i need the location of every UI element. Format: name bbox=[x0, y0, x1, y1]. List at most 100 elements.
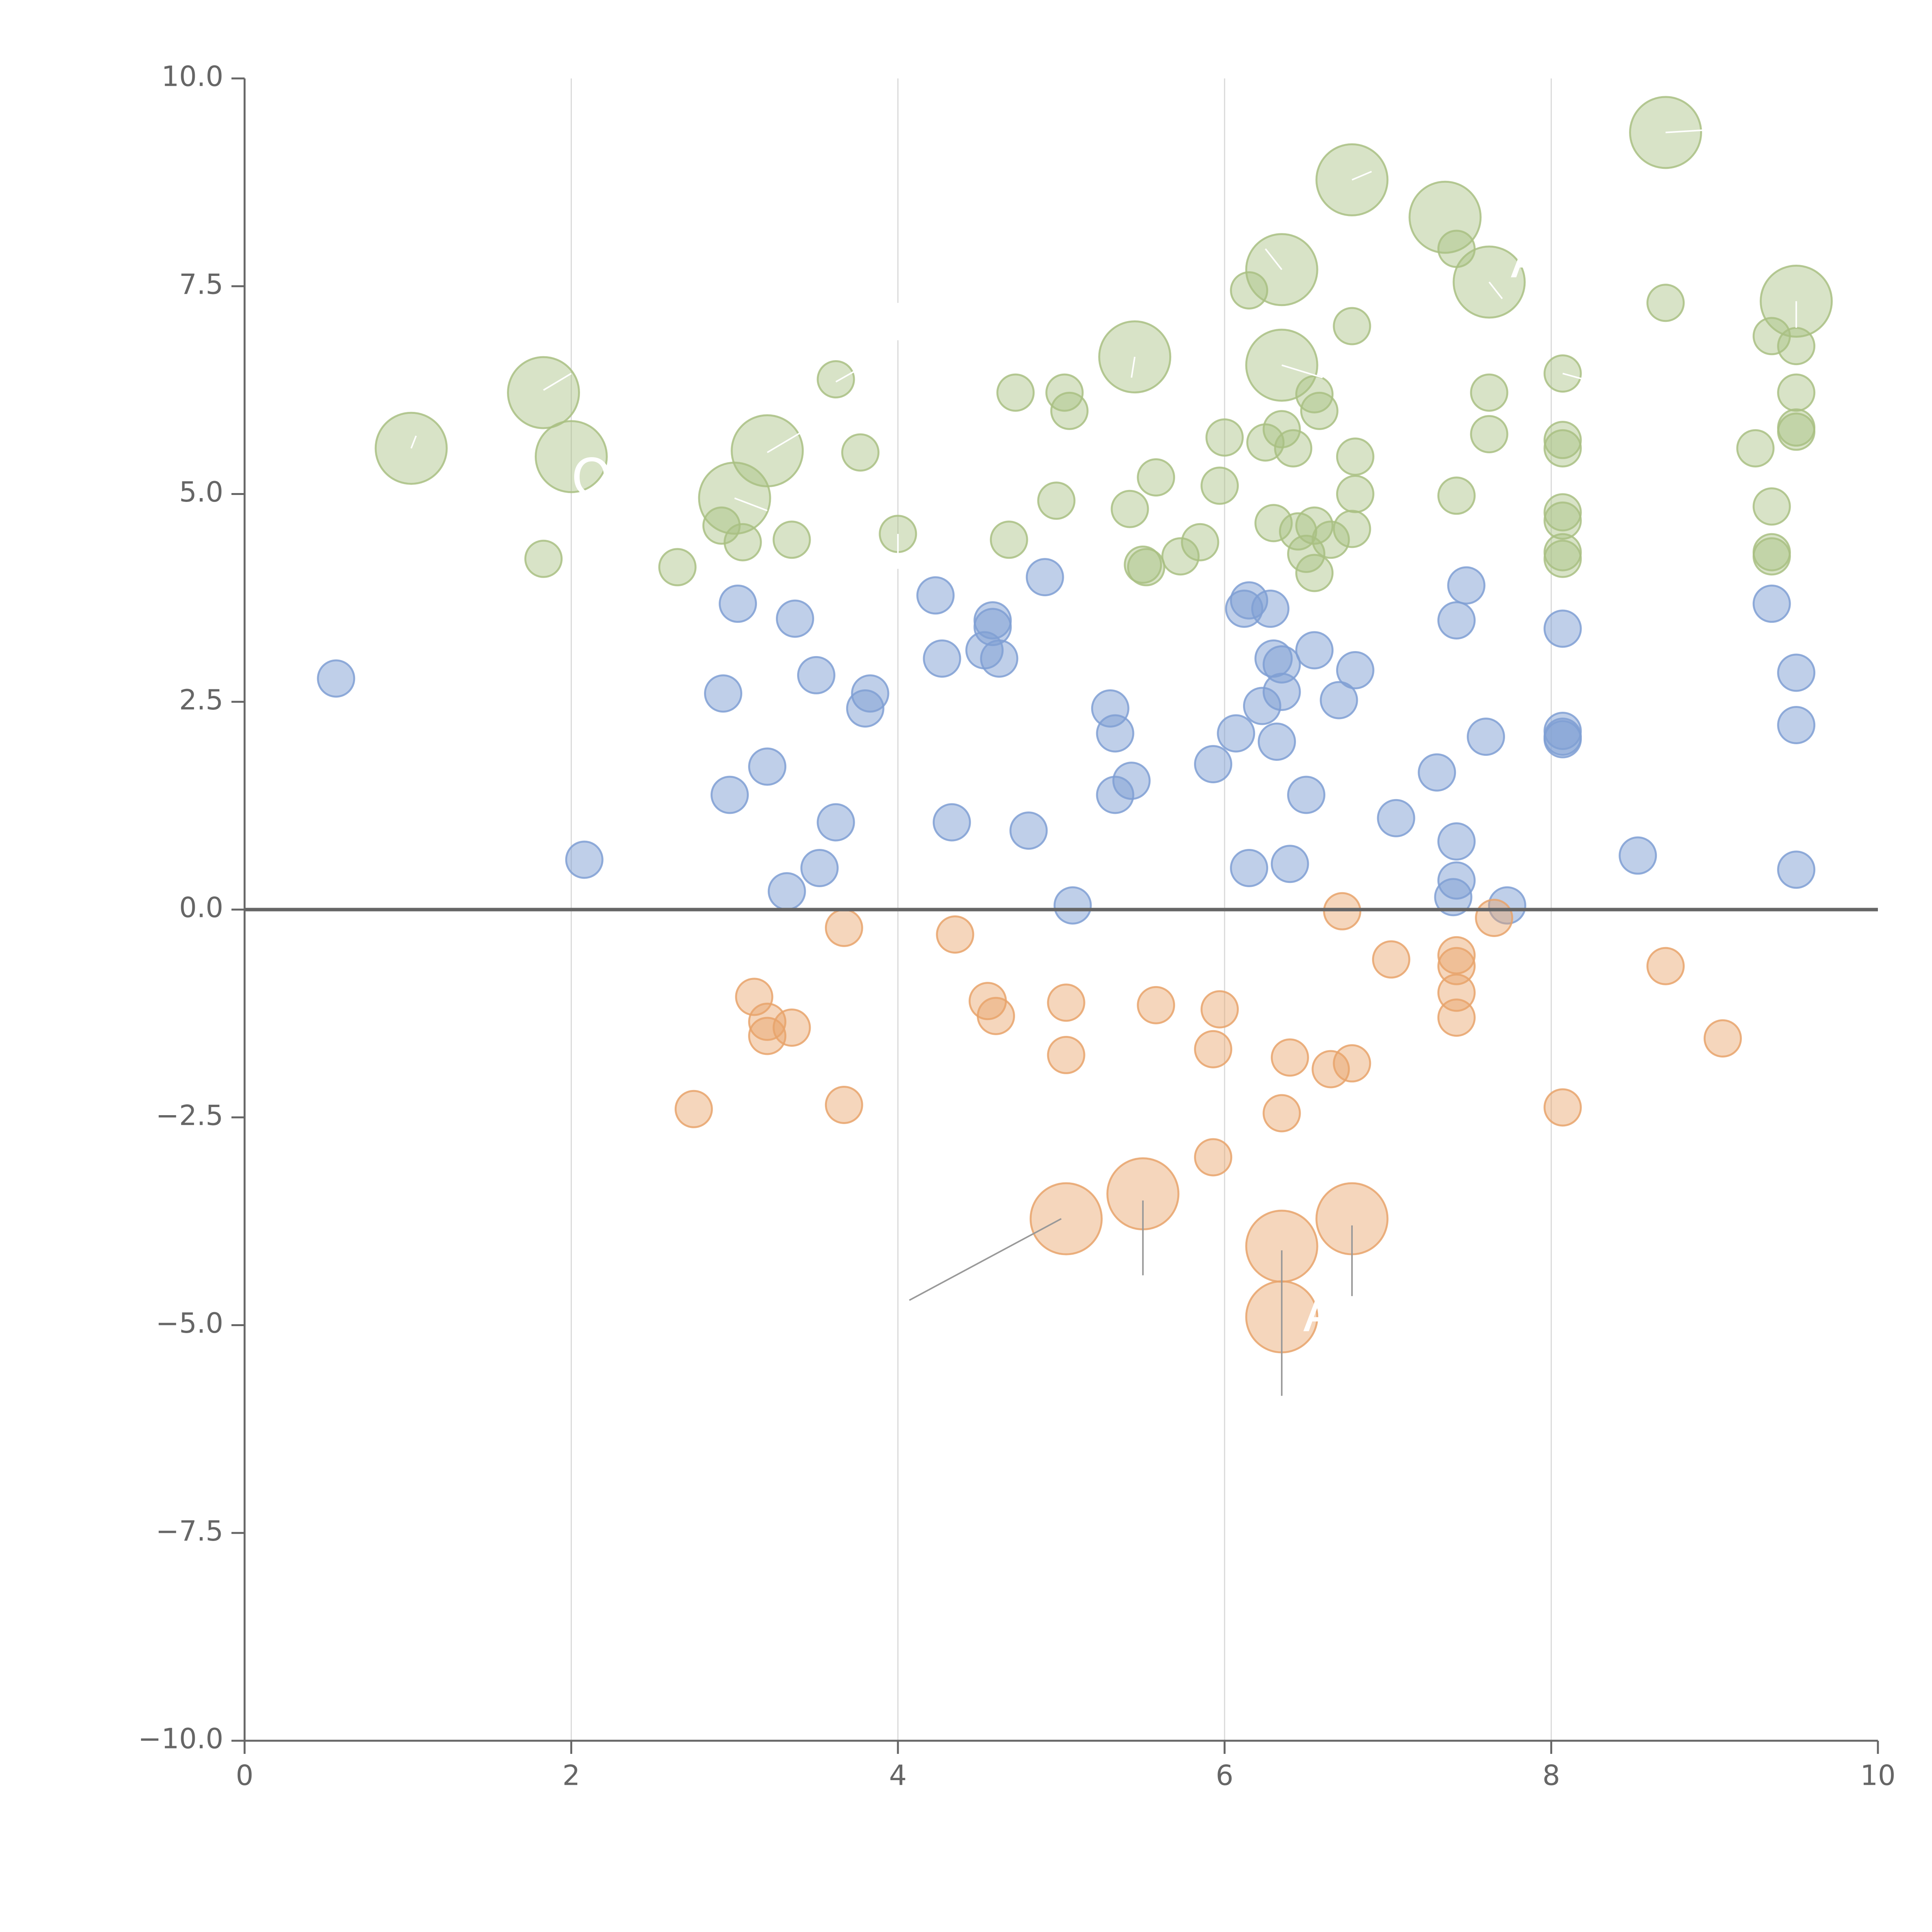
bubble-point-series-0 bbox=[1311, 520, 1350, 559]
leader-line bbox=[835, 364, 866, 383]
bubble-point-series-1 bbox=[923, 639, 961, 678]
y-tick-label: 2.5 bbox=[179, 684, 223, 716]
bubble-point-series-2 bbox=[1137, 986, 1175, 1024]
bubble-point-series-2 bbox=[1201, 990, 1239, 1029]
bubble-point-series-0 bbox=[1543, 501, 1582, 540]
bubble-point-series-0 bbox=[1336, 475, 1374, 513]
bubble-point-series-0 bbox=[1408, 180, 1482, 254]
bubble-point-series-1 bbox=[797, 656, 835, 694]
bubble-point-series-1 bbox=[1752, 584, 1791, 623]
bubble-point-series-0 bbox=[1037, 481, 1076, 520]
bubble-point-series-0 bbox=[1274, 429, 1313, 468]
leader-line bbox=[909, 1218, 1062, 1301]
bubble-point-series-2 bbox=[1047, 983, 1085, 1022]
bubble-point-series-2 bbox=[825, 908, 863, 947]
bubble-point-series-0 bbox=[1646, 284, 1685, 322]
bubble-point-series-0 bbox=[1295, 506, 1334, 545]
bubble-point-series-1 bbox=[1447, 566, 1486, 605]
bubble-point-series-0 bbox=[1543, 421, 1582, 459]
bubble-point-series-2 bbox=[936, 915, 975, 954]
bubble-point-series-1 bbox=[767, 872, 806, 911]
bubble-point-series-0 bbox=[1470, 415, 1509, 454]
bubble-point-series-2 bbox=[976, 997, 1015, 1035]
bubble-point-series-1 bbox=[1320, 681, 1358, 719]
bubble-point-series-1 bbox=[851, 674, 889, 713]
bubble-point-series-2 bbox=[825, 1085, 863, 1124]
bubble-point-series-0 bbox=[990, 520, 1028, 559]
bubble-point-series-0 bbox=[1543, 429, 1582, 468]
bubble-point-series-2 bbox=[1194, 1030, 1233, 1068]
bubble-point-series-1 bbox=[1270, 845, 1309, 883]
bubble-point-series-1 bbox=[704, 674, 743, 713]
bubble-point-series-1 bbox=[1418, 753, 1456, 792]
bubble-point-series-0 bbox=[534, 420, 608, 493]
bubble-point-series-1 bbox=[1777, 850, 1816, 889]
bubble-point-series-0 bbox=[1736, 429, 1775, 468]
bubble-point-series-0 bbox=[1262, 410, 1301, 449]
bubble-point-series-0 bbox=[1543, 493, 1582, 532]
bubble-annotation-label: C bbox=[1706, 86, 1743, 147]
y-tick-label: 5.0 bbox=[179, 476, 223, 508]
bubble-point-series-1 bbox=[1777, 706, 1816, 744]
bubble-point-series-1 bbox=[1437, 822, 1476, 861]
bubble-point-series-2 bbox=[1047, 1036, 1085, 1074]
leader-line bbox=[767, 422, 817, 453]
bubble-point-series-1 bbox=[980, 639, 1019, 678]
y-tick-label: −2.5 bbox=[156, 1099, 223, 1131]
y-tick-label: 0.0 bbox=[179, 891, 223, 924]
bubble-point-series-2 bbox=[1311, 1050, 1350, 1088]
bubble-point-series-0 bbox=[1777, 412, 1816, 451]
x-tick-label: 6 bbox=[1216, 1759, 1233, 1792]
leader-line bbox=[1488, 281, 1503, 299]
bubble-point-series-1 bbox=[1336, 651, 1374, 690]
leader-line bbox=[543, 372, 572, 391]
bubble-point-series-0 bbox=[1300, 391, 1338, 430]
bubble-point-series-0 bbox=[1111, 490, 1149, 528]
bubble-point-series-1 bbox=[973, 608, 1012, 646]
bubble-point-series-1 bbox=[710, 776, 749, 814]
bubble-point-series-0 bbox=[1336, 437, 1374, 476]
bubble-annotation-label: A bbox=[1303, 1283, 1338, 1344]
bubble-point-series-2 bbox=[1029, 1182, 1103, 1255]
bubble-point-series-1 bbox=[1194, 745, 1233, 784]
bubble-point-series-2 bbox=[1703, 1019, 1742, 1058]
bubble-point-series-1 bbox=[748, 747, 787, 786]
bubble-point-series-0 bbox=[1295, 554, 1334, 592]
bubble-point-series-1 bbox=[1437, 601, 1476, 639]
leader-line bbox=[1352, 171, 1372, 181]
leader-line bbox=[1281, 364, 1323, 379]
bubble-point-series-0 bbox=[1287, 534, 1326, 573]
bubble-point-series-2 bbox=[1437, 947, 1476, 985]
axes: 10.0 7.5 5.0 2.5 0.0 −2.5 −5.0 −7.5 −10.0 0 2 4 6 8 10 bbox=[138, 60, 1895, 1792]
bubble-point-series-0 bbox=[507, 356, 580, 429]
bubble-point-series-2 bbox=[1437, 936, 1476, 975]
bubble-point-series-0 bbox=[841, 433, 880, 472]
bubble-point-series-0 bbox=[1137, 458, 1175, 497]
bubble-point-series-1 bbox=[565, 840, 604, 879]
bubble-point-series-1 bbox=[816, 803, 855, 842]
bubble-point-series-0 bbox=[1543, 539, 1582, 578]
bubble-point-series-0 bbox=[1201, 466, 1239, 505]
y-tick-label: −7.5 bbox=[156, 1515, 223, 1547]
bubble-point-series-1 bbox=[719, 584, 757, 623]
bubble-point-series-0 bbox=[1124, 545, 1162, 584]
y-tick-label: 7.5 bbox=[179, 268, 223, 300]
bubble-point-series-1 bbox=[932, 803, 971, 842]
x-tick-label: 10 bbox=[1860, 1759, 1896, 1792]
bubble-labels: A A C O bbox=[571, 86, 1743, 1344]
bubble-point-series-1 bbox=[1619, 836, 1657, 875]
bubble-point-series-2 bbox=[735, 978, 774, 1016]
bubble-point-series-1 bbox=[1217, 714, 1255, 753]
bubble-point-series-1 bbox=[1053, 886, 1092, 925]
x-tick-label: 0 bbox=[236, 1759, 253, 1792]
bubble-point-series-1 bbox=[1437, 861, 1476, 900]
bubble-point-series-0 bbox=[1205, 418, 1244, 457]
bubble-point-series-0 bbox=[1752, 487, 1791, 526]
x-tick-label: 2 bbox=[562, 1759, 580, 1792]
bubble-point-series-1 bbox=[1777, 653, 1816, 692]
bubble-annotation-label: A bbox=[1510, 229, 1546, 290]
bubble-annotation-label: O bbox=[571, 447, 612, 508]
bubble-point-series-2 bbox=[772, 1008, 811, 1047]
bubble-point-series-0 bbox=[524, 539, 563, 578]
